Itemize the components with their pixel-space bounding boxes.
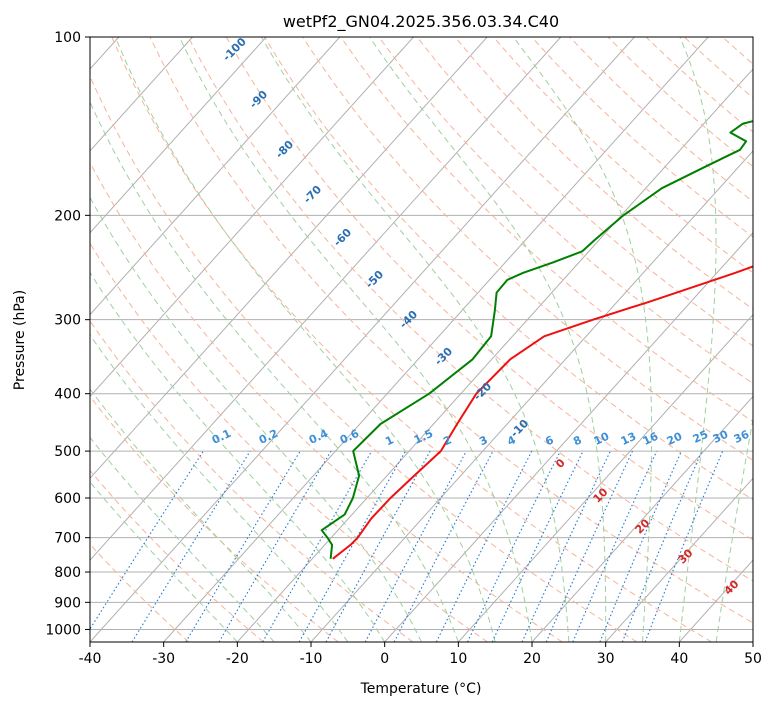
y-tick-label: 500 — [54, 444, 81, 460]
y-tick-label: 600 — [54, 491, 81, 507]
x-tick-label: 50 — [744, 651, 762, 667]
x-tick-label: 40 — [670, 651, 688, 667]
x-tick-label: 0 — [380, 651, 389, 667]
chart-title: wetPf2_GN04.2025.356.03.34.C40 — [283, 12, 559, 32]
y-tick-label: 700 — [54, 531, 81, 547]
y-tick-label: 400 — [54, 387, 81, 403]
y-tick-label: 300 — [54, 313, 81, 329]
x-tick-label: -40 — [79, 651, 102, 667]
x-tick-label: -30 — [152, 651, 175, 667]
y-tick-label: 900 — [54, 595, 81, 611]
y-tick-label: 800 — [54, 565, 81, 581]
y-tick-label: 100 — [54, 30, 81, 46]
x-tick-label: -10 — [300, 651, 323, 667]
y-tick-label: 200 — [54, 208, 81, 224]
x-tick-label: 10 — [449, 651, 467, 667]
x-axis-title: Temperature (°C) — [360, 681, 482, 697]
x-tick-label: -20 — [226, 651, 249, 667]
x-tick-label: 30 — [597, 651, 615, 667]
y-axis-title: Pressure (hPa) — [12, 290, 28, 390]
y-tick-label: 1000 — [45, 622, 81, 638]
x-tick-label: 20 — [523, 651, 541, 667]
